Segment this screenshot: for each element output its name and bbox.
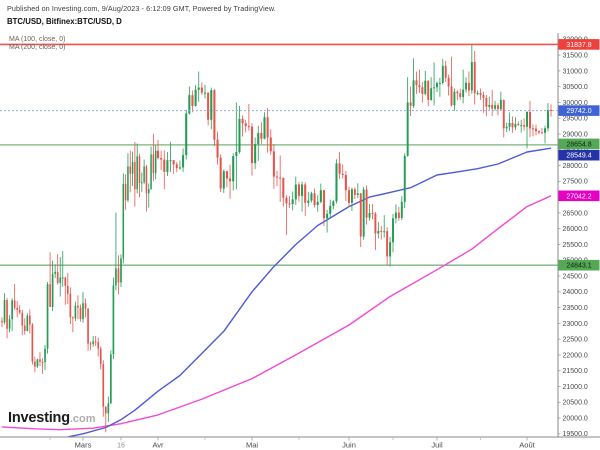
svg-text:26000.0: 26000.0: [563, 226, 588, 233]
svg-text:Mai: Mai: [246, 441, 258, 450]
svg-text:27500.0: 27500.0: [563, 179, 588, 186]
svg-text:Juil: Juil: [431, 441, 443, 450]
svg-text:22000.0: 22000.0: [563, 352, 588, 359]
svg-text:31500.0: 31500.0: [563, 52, 588, 59]
time-axis: Mars 16 Avr Mai Juin Juil Août: [49, 437, 536, 450]
price-badges: 31837.8 29742.0 28654.8 28549.4 27042.2 24843…: [558, 39, 600, 271]
chart-header: Published on Investing.com, 9/Aug/2023 -…: [7, 4, 276, 26]
svg-text:31837.8: 31837.8: [566, 42, 591, 49]
ma100-line: [64, 147, 552, 437]
level-lines: [0, 43, 558, 266]
ma200-line: [1, 195, 552, 431]
svg-text:28654.8: 28654.8: [566, 141, 591, 148]
plot-area: [0, 43, 558, 437]
svg-text:31000.0: 31000.0: [563, 68, 588, 75]
svg-text:20500.0: 20500.0: [563, 400, 588, 407]
svg-text:28549.4: 28549.4: [566, 153, 591, 160]
svg-text:26500.0: 26500.0: [563, 210, 588, 217]
ma100-legend-label: MA (100, close, 0): [9, 36, 66, 43]
svg-text:22500.0: 22500.0: [563, 337, 588, 344]
investing-logo-suffix: .com: [69, 413, 96, 425]
symbol-title: BTC/USD, Bitfinex:BTC/USD, D: [7, 17, 122, 26]
svg-text:Août: Août: [519, 441, 535, 450]
svg-text:20000.0: 20000.0: [563, 415, 588, 422]
svg-text:24500.0: 24500.0: [563, 273, 588, 280]
svg-text:24000.0: 24000.0: [563, 289, 588, 296]
svg-text:19500.0: 19500.0: [563, 431, 588, 438]
svg-text:29742.0: 29742.0: [566, 108, 591, 115]
svg-text:Juin: Juin: [342, 441, 356, 450]
svg-text:21000.0: 21000.0: [563, 384, 588, 391]
svg-text:24843.1: 24843.1: [566, 263, 591, 270]
svg-text:23000.0: 23000.0: [563, 321, 588, 328]
svg-text:29000.0: 29000.0: [563, 131, 588, 138]
svg-text:Avr: Avr: [152, 441, 164, 450]
price-axis: 19500.0 20000.0 20500.0 21000.0 21500.0 22000…: [557, 37, 588, 438]
svg-text:28000.0: 28000.0: [563, 163, 588, 170]
investing-logo-brand: Investing: [8, 410, 70, 426]
svg-text:23500.0: 23500.0: [563, 305, 588, 312]
ma200-legend-label: MA (200, close, 0): [9, 43, 66, 51]
svg-text:25500.0: 25500.0: [563, 242, 588, 249]
svg-text:30000.0: 30000.0: [563, 100, 588, 107]
investing-logo: Investing.com: [8, 409, 96, 427]
svg-text:21500.0: 21500.0: [563, 368, 588, 375]
published-line: Published on Investing.com, 9/Aug/2023 -…: [7, 4, 276, 13]
candles-layer: [1, 44, 552, 433]
axis-frame: [0, 33, 600, 438]
svg-text:29500.0: 29500.0: [563, 116, 588, 123]
svg-text:27042.2: 27042.2: [566, 193, 591, 200]
svg-text:16: 16: [117, 443, 125, 450]
svg-text:Mars: Mars: [75, 441, 92, 450]
svg-text:30500.0: 30500.0: [563, 84, 588, 91]
ma-legend: MA (100, close, 0) MA (200, close, 0): [9, 36, 65, 51]
